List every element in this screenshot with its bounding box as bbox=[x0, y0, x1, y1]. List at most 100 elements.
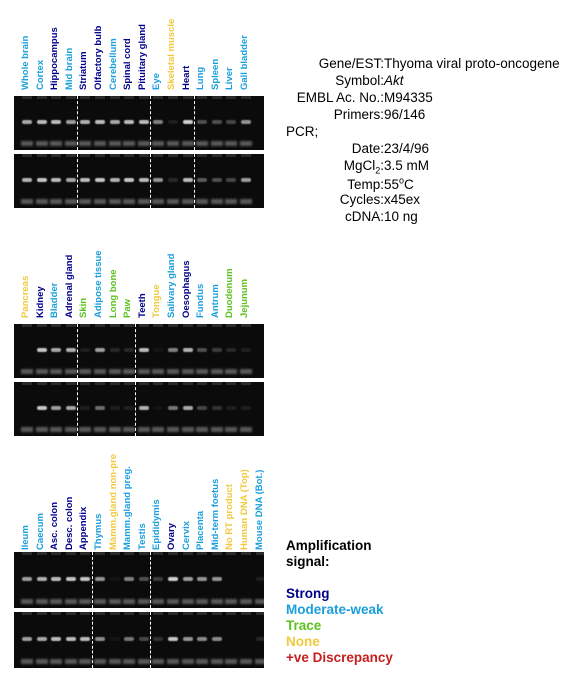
lane-label: Striatum bbox=[78, 51, 90, 90]
gel-primer-dimer bbox=[123, 369, 136, 374]
gel-well bbox=[36, 96, 47, 99]
gel-primer-dimer bbox=[167, 199, 179, 204]
gel-band bbox=[226, 348, 237, 352]
gel-band bbox=[241, 120, 251, 124]
gel-primer-dimer bbox=[210, 599, 223, 604]
gel-well bbox=[168, 324, 178, 327]
gel-well bbox=[22, 382, 32, 385]
gel-well bbox=[226, 612, 237, 615]
symbol-value: Akt bbox=[384, 73, 404, 88]
embl-value: M94335 bbox=[384, 90, 433, 105]
lane-group-divider bbox=[91, 552, 93, 608]
gel-well bbox=[95, 382, 105, 385]
gel-well bbox=[36, 612, 47, 615]
mgcl2-row: MgCl2:3.5 mM bbox=[286, 158, 429, 176]
symbol-label: Symbol: bbox=[335, 73, 384, 88]
gel-well bbox=[153, 324, 164, 327]
gel-well bbox=[226, 154, 237, 157]
gel-band bbox=[211, 637, 222, 641]
gel-well bbox=[153, 382, 164, 385]
gel-primer-dimer bbox=[64, 427, 77, 432]
lane-label: Olfactory bulb bbox=[93, 25, 104, 90]
gel-well bbox=[197, 96, 208, 99]
gel-well bbox=[211, 324, 222, 327]
gel-primer-dimer bbox=[225, 199, 238, 204]
gel-primer-dimer bbox=[123, 659, 136, 664]
gel-band bbox=[153, 406, 164, 410]
legend-discrepancy: +ve Discrepancy bbox=[286, 650, 393, 665]
gel-image-bottom-2 bbox=[14, 382, 264, 436]
cycles-value: x45ex bbox=[384, 192, 421, 207]
gel-well bbox=[197, 382, 208, 385]
gel-primer-dimer bbox=[35, 427, 48, 432]
lane-group-divider bbox=[193, 154, 195, 208]
gel-primer-dimer bbox=[240, 599, 252, 604]
gel-primer-dimer bbox=[123, 199, 136, 204]
gel-primer-dimer bbox=[225, 369, 238, 374]
gel-primer-dimer bbox=[50, 141, 63, 146]
gel-band bbox=[182, 637, 193, 641]
lane-label: Bladder bbox=[49, 282, 61, 318]
gel-primer-dimer bbox=[167, 427, 179, 432]
gel-primer-dimer bbox=[137, 427, 150, 432]
gel-band bbox=[65, 178, 76, 182]
lane-label: Mid-term foetus bbox=[209, 478, 221, 550]
gel-band bbox=[168, 120, 178, 124]
gel-primer-dimer bbox=[152, 199, 165, 204]
lane-label: Caecum bbox=[34, 513, 46, 550]
lane-label: Liver bbox=[224, 67, 236, 90]
gene-label: Gene/EST: bbox=[318, 56, 384, 71]
gel-band bbox=[197, 637, 208, 641]
gel-primer-dimer bbox=[108, 427, 121, 432]
lane-group-divider bbox=[149, 154, 151, 208]
lane-group-divider bbox=[149, 552, 151, 608]
gel-well bbox=[36, 324, 47, 327]
gel-well bbox=[168, 154, 178, 157]
gel-primer-dimer bbox=[50, 369, 63, 374]
gel-primer-dimer bbox=[108, 369, 121, 374]
gel-band bbox=[95, 178, 105, 182]
gel-well bbox=[182, 382, 193, 385]
gel-primer-dimer bbox=[167, 141, 179, 146]
gel-well bbox=[36, 552, 47, 555]
gel-well bbox=[168, 382, 178, 385]
gel-primer-dimer bbox=[181, 659, 194, 664]
gel-primer-dimer bbox=[21, 599, 33, 604]
gel-well bbox=[241, 382, 251, 385]
gel-band bbox=[124, 348, 135, 352]
lane-labels-2: Pancreas Kidney Bladder Adrenal gland Skin Ad… bbox=[0, 222, 280, 318]
gel-band bbox=[138, 178, 149, 182]
gel-primer-dimer bbox=[196, 659, 209, 664]
gel-band bbox=[153, 120, 164, 124]
gel-primer-dimer bbox=[108, 199, 121, 204]
symbol-row: Symbol:Akt bbox=[286, 73, 404, 88]
gel-band bbox=[51, 348, 62, 352]
gel-band bbox=[182, 577, 193, 581]
lane-labels-3: Ileum Caecum Asc. colon Desc. colon Appendix… bbox=[0, 444, 280, 550]
gel-band bbox=[80, 577, 91, 581]
gel-primer-dimer bbox=[35, 141, 48, 146]
date-row: Date:23/4/96 bbox=[286, 141, 429, 156]
gel-well bbox=[182, 552, 193, 555]
lane-group-divider bbox=[76, 382, 78, 436]
gel-band bbox=[197, 178, 208, 182]
gel-band bbox=[168, 406, 178, 410]
gel-band bbox=[211, 178, 222, 182]
gel-band bbox=[22, 178, 32, 182]
lane-label: Testis bbox=[136, 523, 148, 550]
gel-primer-dimer bbox=[79, 599, 92, 604]
gel-primer-dimer bbox=[240, 659, 252, 664]
gel-well bbox=[153, 612, 164, 615]
gel-primer-dimer bbox=[123, 599, 136, 604]
gel-primer-dimer bbox=[181, 141, 194, 146]
gel-primer-dimer bbox=[210, 659, 223, 664]
lane-label: Paw bbox=[122, 298, 134, 318]
gel-well bbox=[226, 324, 237, 327]
gel-band bbox=[197, 348, 208, 352]
gel-well bbox=[80, 96, 91, 99]
gel-well bbox=[22, 552, 32, 555]
legend-moderate: Moderate-weak bbox=[286, 602, 384, 617]
gel-primer-dimer bbox=[50, 427, 63, 432]
gel-primer-dimer bbox=[225, 427, 238, 432]
gel-primer-dimer bbox=[94, 199, 106, 204]
